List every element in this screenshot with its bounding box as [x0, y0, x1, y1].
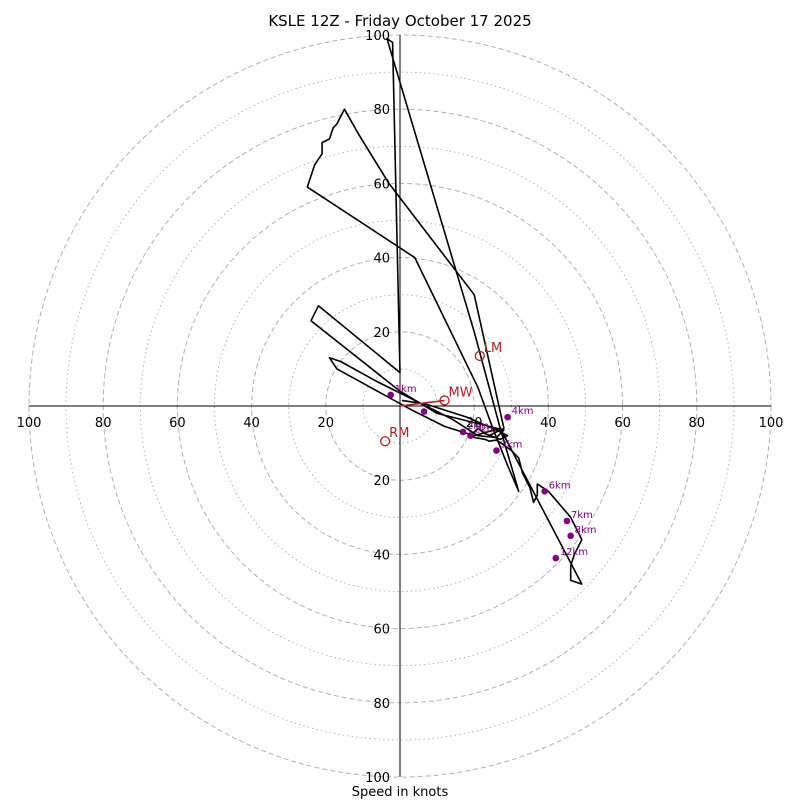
- chart-title: KSLE 12Z - Friday October 17 2025: [268, 12, 531, 30]
- x-tick-label: 40: [540, 416, 557, 431]
- height-marker-dot: [504, 413, 511, 421]
- height-marker-dot: [567, 532, 574, 540]
- x-tick-labels: 100 80 60 40 20 20 40 60 80 100: [17, 416, 784, 431]
- storm-motion-marker: [380, 436, 391, 447]
- height-marker-label: 3km: [500, 440, 522, 451]
- hodograph-trace: [306, 37, 583, 585]
- y-tick-label: 60: [373, 177, 390, 192]
- height-marker-dot: [387, 391, 395, 399]
- x-tick-label: 100: [759, 416, 784, 431]
- y-tick-label: 60: [373, 623, 390, 638]
- height-marker-label: 1km: [395, 384, 417, 395]
- height-marker-label: 8km: [575, 525, 597, 536]
- x-tick-label: 40: [243, 416, 260, 431]
- height-marker-dot: [459, 428, 467, 436]
- height-marker-label: 12km: [560, 547, 588, 558]
- height-marker-dot: [420, 408, 428, 415]
- height-marker-label: 2km: [467, 421, 489, 432]
- storm-motion-label: LM: [484, 341, 502, 356]
- storm-motion-marker: [439, 395, 450, 406]
- height-marker-dot: [467, 432, 474, 439]
- x-axis-label: Speed in knots: [352, 785, 449, 800]
- x-tick-label: 60: [169, 416, 186, 431]
- height-marker-dot: [541, 488, 548, 495]
- x-tick-label: 100: [17, 416, 42, 431]
- x-tick-label: 80: [689, 416, 706, 431]
- storm-motion-markers: LM MW RM: [380, 341, 502, 447]
- x-tick-label: 60: [614, 416, 631, 431]
- y-tick-label: 20: [373, 326, 390, 341]
- x-tick-label: 80: [95, 416, 112, 431]
- y-tick-label: 80: [373, 697, 390, 712]
- height-marker-label: 6km: [549, 480, 571, 491]
- x-tick-label: 20: [466, 416, 483, 431]
- height-marker-dot: [552, 554, 560, 562]
- storm-motion-marker: [474, 350, 485, 362]
- y-tick-label: 100: [365, 29, 390, 44]
- mean-wind-shear-vector: [399, 399, 445, 407]
- y-tick-label: 100: [365, 771, 390, 786]
- y-tick-label: 40: [373, 252, 390, 267]
- height-marker-label: 2km: [474, 425, 496, 436]
- height-marker-dot: [563, 517, 571, 525]
- storm-motion-label: MW: [449, 385, 473, 400]
- x-tick-label: 20: [318, 416, 335, 431]
- height-marker-label: 7km: [571, 510, 593, 521]
- y-tick-label: 40: [373, 548, 390, 563]
- y-tick-label: 20: [373, 474, 390, 489]
- height-marker-label: 4km: [512, 406, 534, 417]
- height-marker-dot: [493, 447, 500, 454]
- storm-motion-label: RM: [389, 426, 409, 441]
- y-tick-labels: 100 80 60 40 20 20 40 60 80 100: [365, 29, 390, 786]
- y-tick-label: 80: [373, 103, 390, 118]
